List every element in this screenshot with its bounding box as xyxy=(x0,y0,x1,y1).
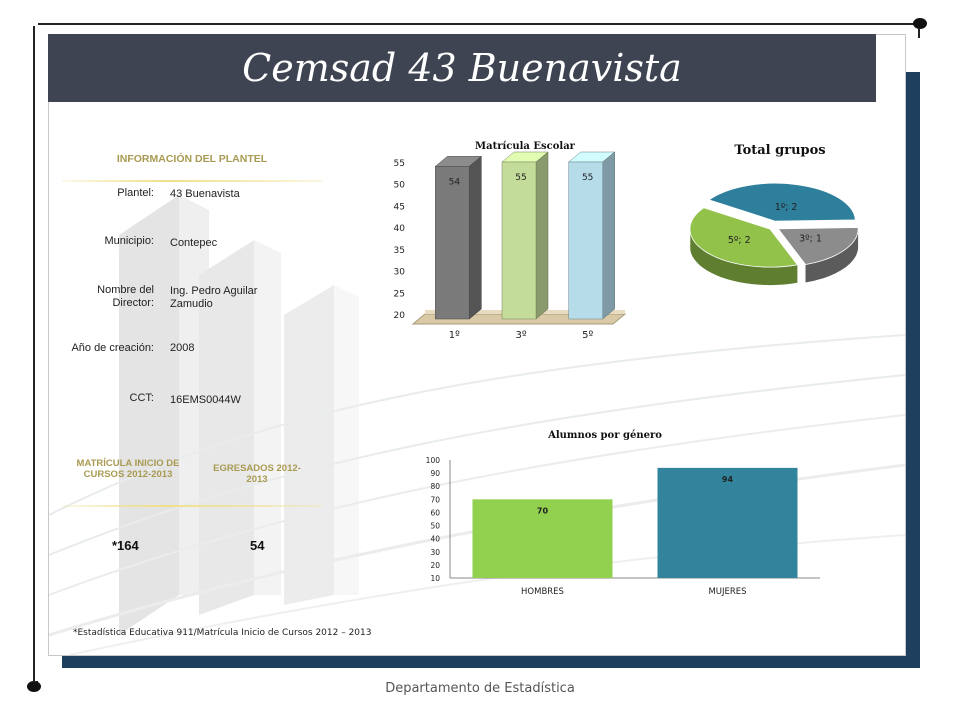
bar-data-label: 54 xyxy=(449,177,461,187)
footnote: *Estadística Educativa 911/Matrícula Ini… xyxy=(73,628,372,638)
bar xyxy=(472,499,613,578)
pie-data-label: 5º; 2 xyxy=(728,235,751,246)
pie-slice xyxy=(689,207,799,268)
genero-chart: 10 20 30 40 50 60 70 80 90 100 70 HOMBRES 94 MUJERES xyxy=(426,456,820,597)
x-tick-label: 5º xyxy=(582,330,593,341)
plantel-label: Plantel: xyxy=(117,187,154,199)
x-tick-label: MUJERES xyxy=(708,587,746,597)
title-bar xyxy=(48,34,876,102)
y-tick-label: 80 xyxy=(430,482,440,491)
page-title: Cemsad 43 Buenavista xyxy=(242,46,682,90)
y-tick-label: 50 xyxy=(394,181,406,191)
matricula-value: *164 xyxy=(112,538,139,553)
footer-department: Departamento de Estadística xyxy=(385,681,575,696)
bar xyxy=(657,467,798,578)
creacion-label: Año de creación: xyxy=(71,342,154,354)
y-tick-label: 70 xyxy=(430,495,440,504)
y-tick-label: 100 xyxy=(426,456,441,465)
y-tick-label: 40 xyxy=(430,535,440,544)
y-tick-label: 10 xyxy=(430,574,440,583)
info-divider xyxy=(62,180,322,182)
egresados-value: 54 xyxy=(250,538,265,553)
bar-data-label: 94 xyxy=(722,475,734,484)
matricula-chart-title: Matrícula Escolar xyxy=(475,141,575,152)
municipio-label: Municipio: xyxy=(104,235,154,247)
bar-data-label: 70 xyxy=(537,506,549,515)
x-tick-label: 3º xyxy=(515,330,526,341)
egresados-heading: EGRESADOS 2012-2013 xyxy=(213,463,301,485)
y-tick-label: 25 xyxy=(394,289,405,299)
bar-data-label: 55 xyxy=(582,173,593,183)
info-heading: INFORMACIÓN DEL PLANTEL xyxy=(116,153,268,165)
y-tick-label: 50 xyxy=(430,522,440,531)
genero-chart-title: Alumnos por género xyxy=(548,430,662,441)
top-right-dot xyxy=(913,18,927,29)
y-tick-label: 20 xyxy=(430,561,440,570)
y-tick-label: 55 xyxy=(394,159,405,169)
bar-data-label: 55 xyxy=(515,173,526,183)
cct-value: 16EMS0044W xyxy=(170,394,241,406)
bar xyxy=(568,161,603,320)
right-rule xyxy=(918,28,920,38)
grupos-chart: 1º; 2 3º; 1 5º; 2 xyxy=(689,182,859,286)
x-tick-label: 1º xyxy=(449,330,460,341)
y-tick-label: 40 xyxy=(394,224,406,234)
pie-slice-side xyxy=(690,232,798,286)
y-tick-label: 20 xyxy=(394,311,406,321)
pie-slice xyxy=(777,227,859,265)
creacion-value: 2008 xyxy=(170,342,195,354)
bar xyxy=(501,161,537,320)
y-tick-label: 60 xyxy=(430,508,440,517)
top-rule xyxy=(38,23,920,25)
pie-data-label: 3º; 1 xyxy=(799,234,822,245)
grupos-chart-title: Total grupos xyxy=(734,143,826,158)
cct-label: CCT: xyxy=(129,392,154,404)
y-tick-label: 30 xyxy=(394,268,406,278)
director-value: Ing. Pedro Aguilar Zamudio xyxy=(170,285,258,310)
y-tick-label: 45 xyxy=(394,202,405,212)
pie-slice xyxy=(708,182,856,222)
bar-side xyxy=(602,151,615,320)
y-tick-label: 30 xyxy=(430,548,440,557)
plantel-value: 43 Buenavista xyxy=(170,188,240,200)
stats-divider xyxy=(62,505,322,507)
municipio-value: Contepec xyxy=(170,237,218,249)
director-label: Nombre del Director: xyxy=(97,284,154,309)
y-tick-label: 35 xyxy=(394,246,405,256)
pie-data-label: 1º; 2 xyxy=(775,202,798,213)
bar xyxy=(435,166,470,320)
bottom-left-dot xyxy=(27,681,41,692)
bar-side xyxy=(535,151,549,320)
matricula-heading: MATRÍCULA INICIO DE CURSOS 2012-2013 xyxy=(76,458,180,480)
pie-slice-side xyxy=(805,229,859,283)
y-tick-label: 90 xyxy=(430,469,440,478)
x-tick-label: HOMBRES xyxy=(521,587,564,597)
matricula-chart: 20 25 30 35 40 45 50 55 54 1º 55 3º 55 5º xyxy=(394,151,627,341)
left-rule xyxy=(33,26,35,682)
bar-side xyxy=(469,155,482,320)
